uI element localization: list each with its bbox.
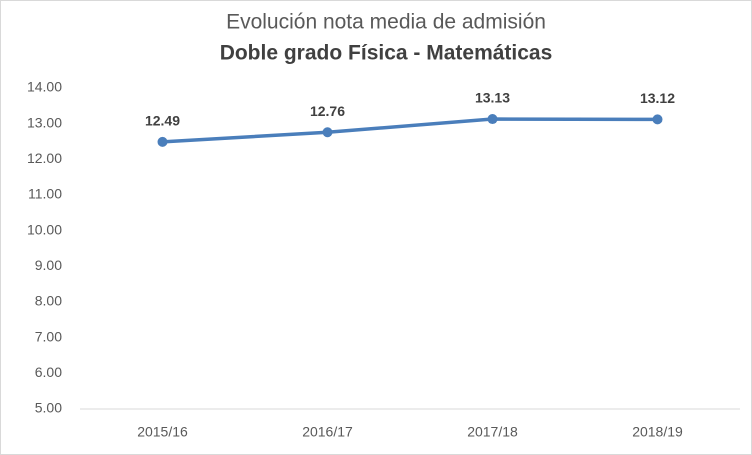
- y-tick-label: 5.00: [35, 400, 62, 416]
- chart-title: Evolución nota media de admisión: [226, 11, 546, 34]
- chart-subtitle: Doble grado Física - Matemáticas: [220, 42, 553, 65]
- y-tick-label: 14.00: [27, 79, 62, 95]
- line: [162, 117, 658, 144]
- y-tick-label: 10.00: [27, 221, 62, 237]
- data-label: 13.12: [640, 90, 675, 106]
- y-tick-label: 7.00: [35, 328, 62, 344]
- y-tick-label: 8.00: [35, 293, 62, 309]
- x-tick-label: 2016/17: [302, 424, 353, 440]
- x-tick-label: 2015/16: [137, 424, 188, 440]
- data-label: 12.49: [145, 113, 180, 129]
- y-tick-label: 9.00: [35, 257, 62, 273]
- y-tick-label: 13.00: [27, 114, 62, 130]
- y-tick-label: 11.00: [28, 186, 62, 202]
- y-tick-label: 12.00: [27, 150, 62, 166]
- data-label: 13.13: [475, 90, 510, 106]
- marker: [487, 114, 498, 125]
- y-tick-label: 6.00: [35, 364, 62, 380]
- marker: [652, 114, 663, 125]
- x-tick-label: 2017/18: [467, 424, 518, 440]
- x-tick-label: 2018/19: [632, 424, 683, 440]
- marker: [157, 136, 168, 147]
- data-label: 12.76: [310, 103, 345, 119]
- marker: [322, 127, 333, 138]
